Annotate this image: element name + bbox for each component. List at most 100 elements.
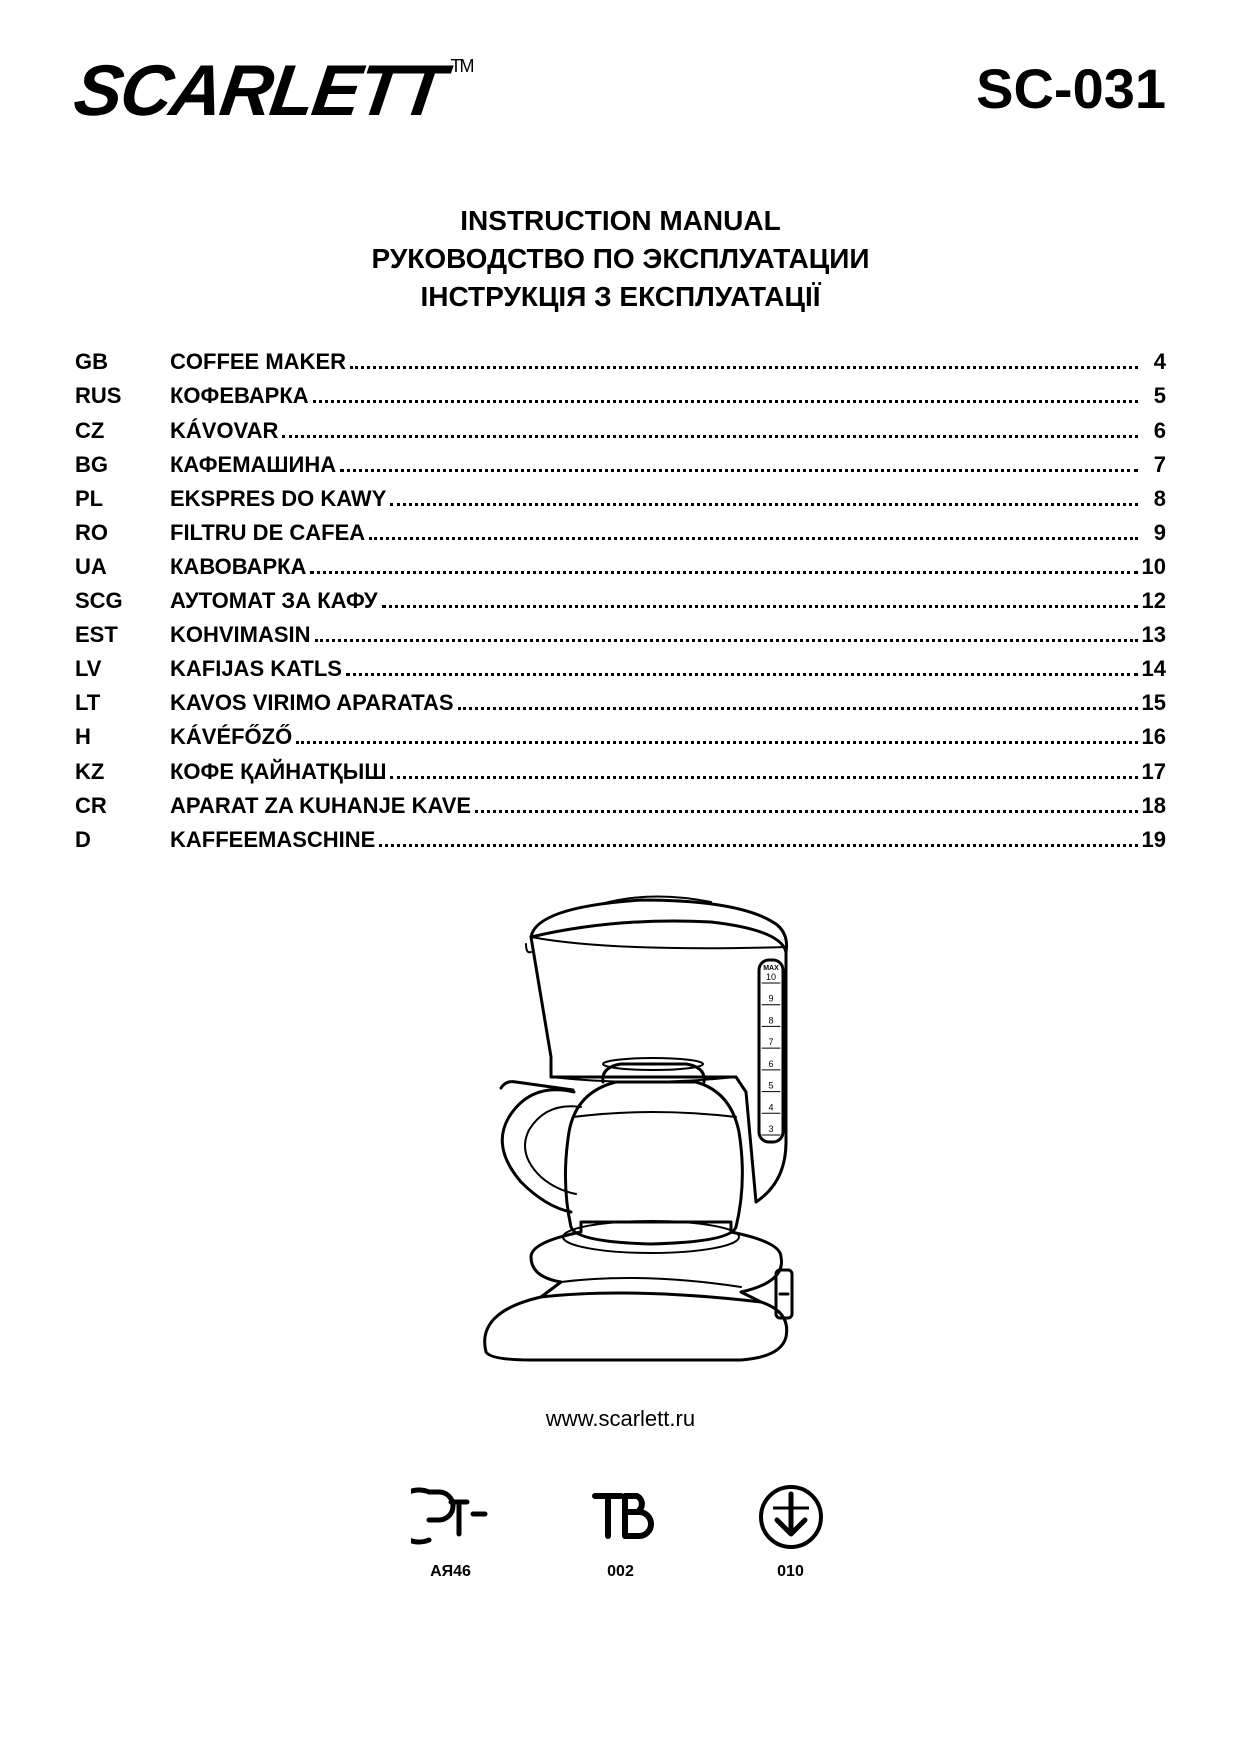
toc-item-name: APARAT ZA KUHANJE KAVE	[170, 789, 471, 823]
svg-text:4: 4	[768, 1102, 773, 1112]
trademark-symbol: TM	[450, 56, 472, 77]
brand-logo: SCARLETTTM	[69, 50, 471, 132]
toc-leader-dots	[382, 586, 1138, 608]
model-number: SC-031	[976, 56, 1166, 121]
toc-page-number: 14	[1142, 652, 1166, 686]
toc-page-number: 17	[1142, 755, 1166, 789]
toc-leader-dots	[310, 552, 1137, 574]
toc-lang-code: RO	[75, 516, 170, 550]
toc-page-number: 18	[1142, 789, 1166, 823]
toc-item-name: COFFEE MAKER	[170, 345, 346, 379]
cert-code: 010	[751, 1563, 831, 1581]
svg-text:MAX: MAX	[763, 965, 779, 972]
svg-text:7: 7	[768, 1037, 773, 1047]
toc-item-name: KOHVIMASIN	[170, 618, 311, 652]
toc-row: ROFILTRU DE CAFEA 9	[75, 516, 1166, 550]
toc-item-name: КОФЕВАРКА	[170, 379, 309, 413]
toc-leader-dots	[313, 381, 1138, 403]
toc-page-number: 5	[1142, 379, 1166, 413]
tb-icon	[581, 1482, 661, 1552]
svg-text:9: 9	[768, 994, 773, 1004]
toc-lang-code: LV	[75, 652, 170, 686]
toc-item-name: КОФЕ ҚАЙНАТҚЫШ	[170, 755, 386, 789]
toc-row: LTKAVOS VIRIMO APARATAS 15	[75, 686, 1166, 720]
toc-row: LVKAFIJAS KATLS 14	[75, 652, 1166, 686]
brand-text: SCARLETT	[69, 51, 448, 131]
toc-item-name: KAVOS VIRIMO APARATAS	[170, 686, 454, 720]
toc-row: SCGАУТОМАТ ЗА КАФУ12	[75, 584, 1166, 618]
toc-lang-code: RUS	[75, 379, 170, 413]
toc-item-name: KAFIJAS KATLS	[170, 652, 342, 686]
toc-page-number: 15	[1142, 686, 1166, 720]
svg-text:5: 5	[768, 1080, 773, 1090]
toc-item-name: КАВОВАРКА	[170, 550, 306, 584]
toc-lang-code: CR	[75, 789, 170, 823]
toc-item-name: FILTRU DE CAFEA	[170, 516, 365, 550]
toc-item-name: КАФЕМАШИНА	[170, 448, 336, 482]
coffee-maker-drawing: MAX109876543	[381, 882, 861, 1372]
toc-lang-code: SCG	[75, 584, 170, 618]
toc-row: RUSКОФЕВАРКА 5	[75, 379, 1166, 413]
toc-page-number: 8	[1142, 482, 1166, 516]
toc-leader-dots	[475, 791, 1137, 813]
toc-lang-code: EST	[75, 618, 170, 652]
svg-text:3: 3	[768, 1124, 773, 1134]
toc-leader-dots	[350, 347, 1138, 369]
toc-page-number: 16	[1142, 720, 1166, 754]
toc-row: HKÁVÉFŐZŐ 16	[75, 720, 1166, 754]
toc-leader-dots	[346, 654, 1138, 676]
toc-leader-dots	[340, 450, 1138, 472]
toc-item-name: EKSPRES DO KAWY	[170, 482, 386, 516]
toc-leader-dots	[458, 688, 1138, 710]
toc-lang-code: CZ	[75, 414, 170, 448]
header: SCARLETTTM SC-031	[75, 50, 1166, 132]
toc-lang-code: LT	[75, 686, 170, 720]
website-url: www.scarlett.ru	[75, 1406, 1166, 1432]
title-en: INSTRUCTION MANUAL	[75, 202, 1166, 240]
toc-page-number: 4	[1142, 345, 1166, 379]
title-ru: РУКОВОДСТВО ПО ЭКСПЛУАТАЦИИ	[75, 240, 1166, 278]
toc-leader-dots	[390, 757, 1137, 779]
toc-leader-dots	[282, 416, 1138, 438]
toc-row: CZKÁVOVAR 6	[75, 414, 1166, 448]
toc-row: KZКОФЕ ҚАЙНАТҚЫШ 17	[75, 755, 1166, 789]
toc-row: UAКАВОВАРКА10	[75, 550, 1166, 584]
cert-code: АЯ46	[411, 1563, 491, 1581]
toc-item-name: АУТОМАТ ЗА КАФУ	[170, 584, 378, 618]
toc-row: PLEKSPRES DO KAWY 8	[75, 482, 1166, 516]
toc-page-number: 19	[1142, 823, 1166, 857]
toc-lang-code: GB	[75, 345, 170, 379]
title-ua: ІНСТРУКЦІЯ З ЕКСПЛУАТАЦІЇ	[75, 278, 1166, 316]
svg-text:6: 6	[768, 1059, 773, 1069]
table-of-contents: GBCOFFEE MAKER4RUSКОФЕВАРКА5CZKÁVOVAR6BG…	[75, 345, 1166, 856]
cert-code: 002	[581, 1563, 661, 1581]
product-illustration: MAX109876543	[75, 882, 1166, 1372]
cert-mark-tb: 002	[581, 1482, 661, 1581]
certification-row: АЯ46 002 010	[75, 1482, 1166, 1581]
toc-lang-code: KZ	[75, 755, 170, 789]
page: SCARLETTTM SC-031 INSTRUCTION MANUAL РУК…	[0, 0, 1241, 1755]
toc-leader-dots	[369, 518, 1138, 540]
pct-icon	[411, 1482, 491, 1552]
toc-leader-dots	[390, 484, 1138, 506]
toc-row: BGКАФЕМАШИНА7	[75, 448, 1166, 482]
toc-page-number: 9	[1142, 516, 1166, 550]
toc-leader-dots	[379, 825, 1137, 847]
toc-leader-dots	[315, 620, 1138, 642]
cert-mark-pct: АЯ46	[411, 1482, 491, 1581]
toc-page-number: 13	[1142, 618, 1166, 652]
toc-item-name: KÁVOVAR	[170, 414, 278, 448]
toc-lang-code: BG	[75, 448, 170, 482]
toc-row: DKAFFEEMASCHINE19	[75, 823, 1166, 857]
toc-lang-code: PL	[75, 482, 170, 516]
title-block: INSTRUCTION MANUAL РУКОВОДСТВО ПО ЭКСПЛУ…	[75, 202, 1166, 315]
toc-row: CRAPARAT ZA KUHANJE KAVE 18	[75, 789, 1166, 823]
svg-text:8: 8	[768, 1015, 773, 1025]
toc-item-name: KÁVÉFŐZŐ	[170, 720, 292, 754]
toc-lang-code: H	[75, 720, 170, 754]
arrow-circle-icon	[751, 1482, 831, 1552]
toc-item-name: KAFFEEMASCHINE	[170, 823, 375, 857]
toc-row: GBCOFFEE MAKER 4	[75, 345, 1166, 379]
toc-page-number: 10	[1142, 550, 1166, 584]
toc-page-number: 6	[1142, 414, 1166, 448]
